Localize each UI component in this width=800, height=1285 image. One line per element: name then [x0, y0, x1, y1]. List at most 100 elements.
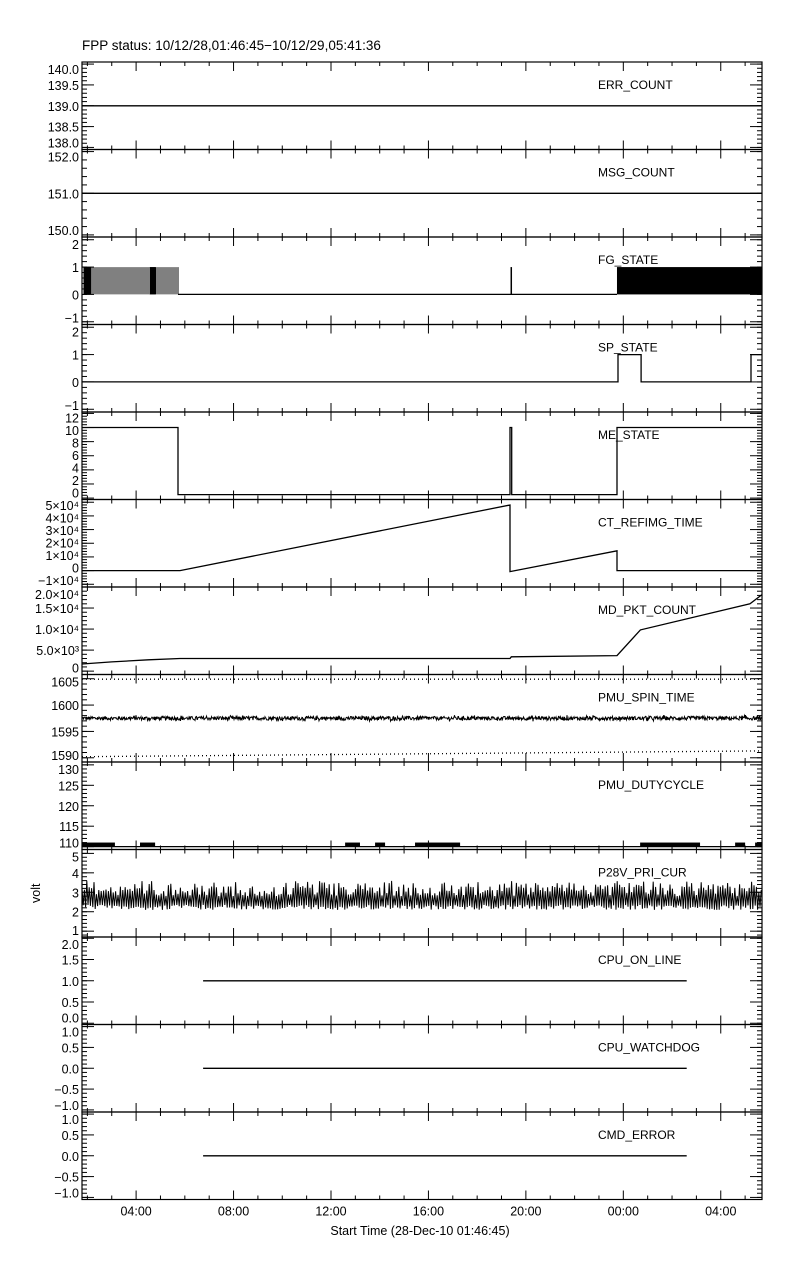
panel-label: PMU_SPIN_TIME [598, 691, 695, 705]
y-tick-label: 0 [72, 562, 79, 576]
panel-label: CPU_WATCHDOG [598, 1041, 700, 1055]
panel-pmu-spin-time: 1590 1595 1600 1605 PMU_SPIN_TIME [51, 673, 763, 763]
y-tick-label: 8 [72, 437, 79, 451]
panel-label: MSG_COUNT [598, 166, 675, 180]
y-tick-label: 0.0 [62, 1012, 79, 1026]
x-tick-label: 08:00 [218, 1205, 249, 1219]
x-tick-label: 04:00 [120, 1205, 151, 1219]
panel-label: FG_STATE [598, 253, 658, 267]
panel-pmu-dutycycle: 110 115 120 125 130 PMU_DUTYCYCLE [58, 761, 763, 851]
y-tick-label: 110 [59, 837, 79, 851]
panel-label: ERR_COUNT [598, 78, 673, 92]
panel-frame [81, 761, 763, 851]
x-tick-label: 00:00 [608, 1205, 639, 1219]
series-line [82, 353, 762, 383]
panel-frame [81, 498, 763, 588]
y-tick-label: 138.0 [48, 137, 79, 151]
x-tick-label: 16:00 [413, 1205, 444, 1219]
y-tick-label: −1.0 [54, 1187, 79, 1201]
y-tick-label: 5.0×10³ [36, 644, 79, 658]
y-tick-label: 1.0×10⁴ [35, 623, 79, 637]
panel-label: MD_PKT_COUNT [598, 603, 697, 617]
y-tick-label: 0.0 [62, 1150, 79, 1164]
y-tick-label: 10 [65, 424, 79, 438]
y-tick-label: 1600 [51, 699, 79, 713]
y-tick-label: 1.0 [62, 1026, 79, 1040]
y-tick-label: 2 [72, 474, 79, 488]
series-line [81, 594, 763, 665]
series-block [345, 842, 360, 847]
y-tick-label: 5×10⁴ [45, 499, 79, 513]
y-tick-label: 4 [72, 867, 79, 881]
y-tick-label: 0.5 [62, 1129, 79, 1143]
series-block [735, 842, 746, 847]
series-noise [82, 713, 763, 724]
series-block [149, 267, 156, 295]
y-tick-label: 1595 [51, 725, 79, 739]
y-tick-label: 2 [72, 238, 79, 252]
y-tick-label: 151.0 [48, 187, 79, 201]
y-tick-label: −1×10⁴ [38, 574, 79, 588]
y-tick-label: 2.0×10⁴ [35, 588, 79, 602]
y-tick-label: 4 [72, 462, 79, 476]
y-tick-label: 139.0 [48, 100, 79, 114]
y-tick-label: 0.5 [62, 1041, 79, 1055]
panel-msg-count: 150.0 151.0 152.0 MSG_COUNT [48, 148, 763, 238]
y-tick-label: 139.5 [48, 79, 79, 93]
y-tick-label: −0.5 [54, 1083, 79, 1097]
y-tick-label: 1.5 [62, 954, 79, 968]
series-spikes [81, 880, 762, 910]
panel-frame [81, 586, 763, 676]
x-axis-label: Start Time (28-Dec-10 01:46:45) [330, 1224, 509, 1238]
y-tick-label: 2.0 [62, 938, 79, 952]
y-tick-label: 0.0 [62, 1062, 79, 1076]
y-tick-label: 0 [72, 288, 79, 302]
panel-frame [81, 323, 763, 413]
y-tick-label: 0 [72, 376, 79, 390]
series-block [83, 267, 92, 295]
series-block [140, 842, 156, 847]
panel-label: CPU_ON_LINE [598, 953, 681, 967]
y-tick-label: −1 [65, 312, 79, 326]
y-tick-label: 138.5 [48, 121, 79, 135]
y-tick-label: 1 [72, 349, 79, 363]
y-tick-label: −1 [65, 399, 79, 413]
panel-err-count: 138.0 138.5 139.0 139.5 140.0 ERR_COUNT [48, 61, 763, 151]
y-tick-label: 4×10⁴ [45, 512, 79, 526]
series-block [82, 842, 115, 847]
panel-cmd-error: −1.0 −0.5 0.0 0.5 1.0 CMD_ERROR [54, 1111, 763, 1201]
chart-title: FPP status: 10/12/28,01:46:45−10/12/29,0… [82, 38, 381, 53]
y-tick-label: 152.0 [48, 151, 79, 165]
y-tick-label: 1 [72, 924, 79, 938]
y-tick-label: 2 [72, 326, 79, 340]
series-line [81, 750, 763, 758]
x-tick-label: 12:00 [315, 1205, 346, 1219]
series-line [82, 426, 762, 496]
panel-label: P28V_PRI_CUR [598, 866, 687, 880]
panel-label: CMD_ERROR [598, 1128, 676, 1142]
y-tick-label: 130 [58, 763, 79, 777]
x-tick-label: 20:00 [510, 1205, 541, 1219]
series-block [415, 842, 461, 847]
y-tick-label: 1 [72, 261, 79, 275]
panel-cpu-on-line: 0.0 0.5 1.0 1.5 2.0 CPU_ON_LINE [62, 936, 763, 1026]
y-tick-label: 1.0 [62, 975, 79, 989]
y-tick-label: 0.5 [62, 996, 79, 1010]
series-line [82, 504, 762, 573]
y-tick-label: 2×10⁴ [45, 537, 79, 551]
y-tick-label: 140.0 [48, 63, 79, 77]
panel-fg-state: −1 0 1 2 FG_STATE [65, 236, 763, 326]
panel-label: ME_STATE [598, 428, 660, 442]
panel-label: PMU_DUTYCYCLE [598, 778, 704, 792]
series-block [640, 842, 701, 847]
y-tick-label: 3 [72, 886, 79, 900]
y-tick-label: 125 [58, 779, 79, 793]
panel-label: SP_STATE [598, 341, 658, 355]
y-tick-label: 12 [65, 412, 79, 426]
series-block [375, 842, 386, 847]
